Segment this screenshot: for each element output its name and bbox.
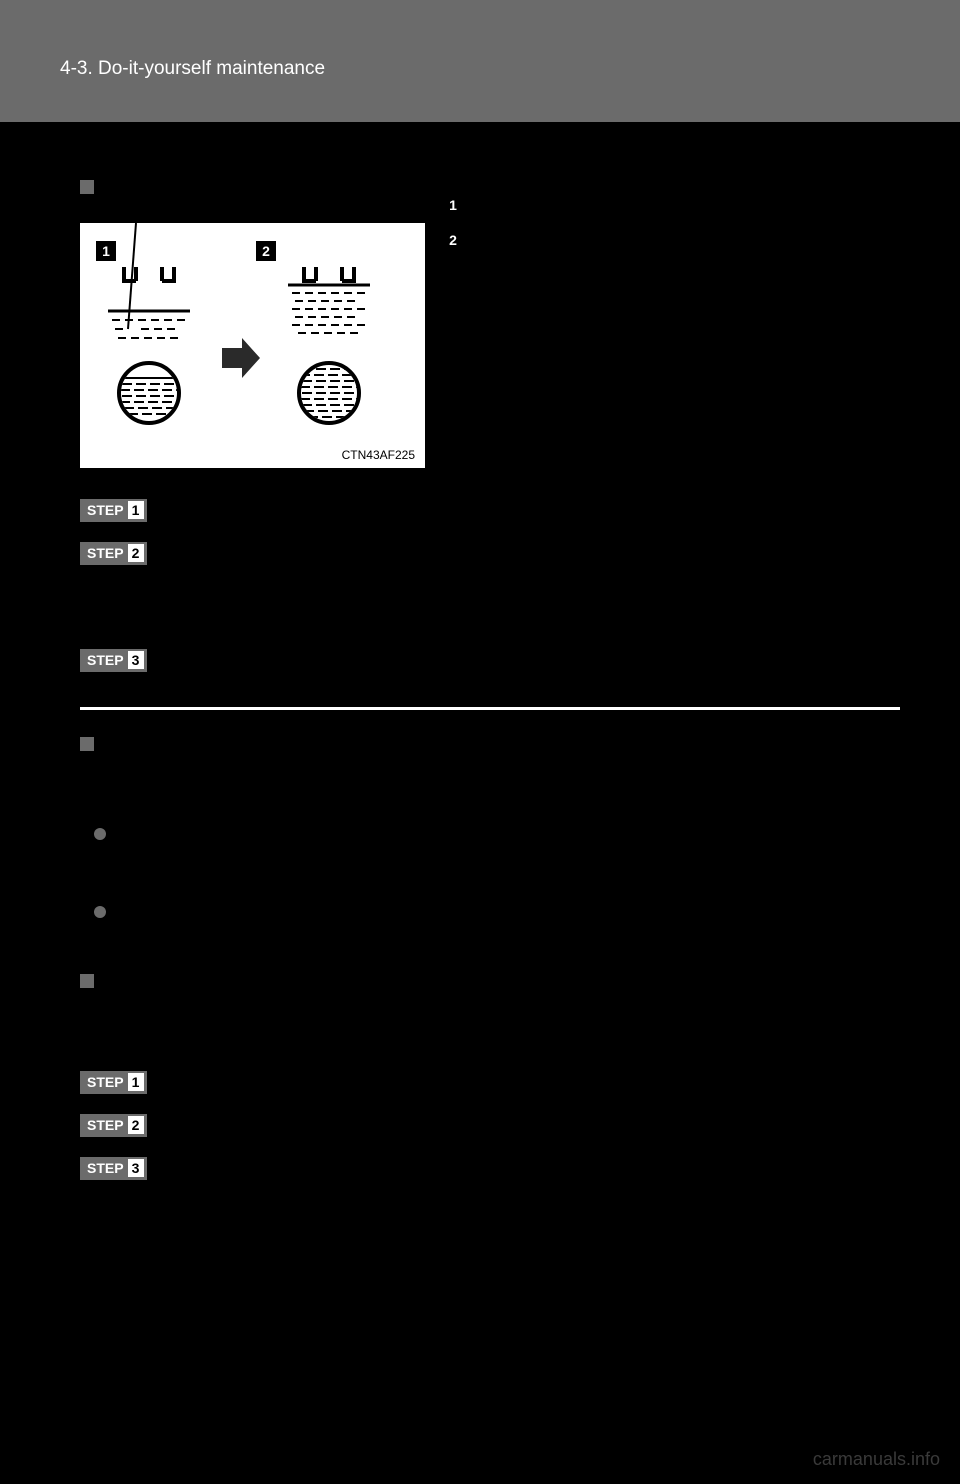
step-label: STEP — [83, 1116, 128, 1134]
bullet-item — [94, 825, 900, 843]
step-label: STEP — [83, 1159, 128, 1177]
circle-bullet-icon — [94, 828, 106, 840]
info-item-1 — [80, 734, 900, 921]
step-badge: STEP2 — [80, 1114, 147, 1137]
legend-item-2: 2 — [443, 230, 463, 250]
legend-num-2: 2 — [443, 230, 463, 250]
section-label: 4-3. Do-it-yourself maintenance — [60, 58, 960, 80]
legend-num-1: 1 — [443, 195, 463, 215]
step-number: 3 — [128, 1159, 144, 1177]
step-row-b2: STEP2 — [80, 1107, 900, 1144]
step-number: 1 — [128, 1073, 144, 1091]
circle-bullet-icon — [94, 906, 106, 918]
step-badge: STEP1 — [80, 1071, 147, 1094]
page-content: 1 2 CTN43AF225 1 2 STEP1 STEP2 STEP3 — [0, 122, 960, 1187]
bullet-item — [94, 903, 900, 921]
step-label: STEP — [83, 501, 128, 519]
step-badge-2: STEP2 — [80, 542, 147, 565]
watermark: carmanuals.info — [813, 1449, 940, 1470]
square-bullet-icon — [80, 974, 94, 988]
step-row-1: STEP1 — [80, 492, 900, 529]
step-label: STEP — [83, 651, 128, 669]
square-bullet-icon — [80, 737, 94, 751]
step-label: STEP — [83, 544, 128, 562]
spacer — [80, 572, 900, 636]
section-divider — [80, 707, 900, 710]
step-row-b1: STEP1 — [80, 1064, 900, 1101]
square-bullet-icon — [80, 180, 94, 194]
step-number: 1 — [128, 501, 144, 519]
diagram-legend: 1 2 — [443, 195, 463, 265]
info-section: STEP1 STEP2 STEP3 — [80, 734, 900, 1187]
step-label: STEP — [83, 1073, 128, 1091]
step-row-b3: STEP3 — [80, 1150, 900, 1187]
fluid-level-diagram: 1 2 CTN43AF225 — [80, 223, 425, 468]
step-number: 3 — [128, 651, 144, 669]
diagram-callout-1: 1 — [96, 241, 116, 261]
step-number: 2 — [128, 1116, 144, 1134]
diagram-svg — [80, 223, 425, 468]
legend-item-1: 1 — [443, 195, 463, 215]
step-row-2: STEP2 — [80, 545, 147, 562]
step-badge: STEP3 — [80, 1157, 147, 1180]
step-badge-1: STEP1 — [80, 499, 147, 522]
diagram-row: 1 2 CTN43AF225 1 2 — [80, 195, 900, 486]
step-number: 2 — [128, 544, 144, 562]
step-row-3: STEP3 — [80, 642, 900, 679]
diagram-code: CTN43AF225 — [342, 448, 415, 462]
subsection-1 — [80, 177, 900, 195]
step-badge-3: STEP3 — [80, 649, 147, 672]
header-band: 4-3. Do-it-yourself maintenance — [0, 0, 960, 122]
info-item-2: STEP1 STEP2 STEP3 — [80, 971, 900, 1187]
diagram-callout-2: 2 — [256, 241, 276, 261]
